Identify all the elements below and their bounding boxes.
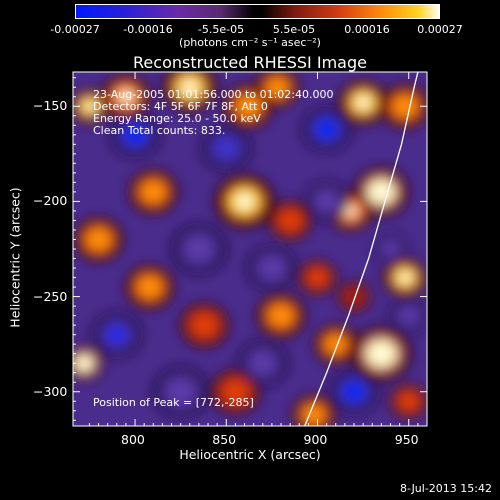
peak-position-label: Position of Peak = [772,-285] (93, 396, 254, 409)
blob-peak (344, 205, 357, 217)
colorbar-tick-label: 0.00027 (417, 23, 463, 36)
blob-core (85, 227, 112, 252)
blob-core (265, 76, 290, 98)
blob-core (267, 303, 295, 328)
colorbar-tick-label: -0.00027 (50, 23, 100, 36)
blob-core (381, 241, 400, 257)
blob-peak (373, 346, 390, 361)
colorbar (75, 4, 440, 19)
blob-core (184, 235, 214, 263)
y-tick-label: −200 (33, 193, 68, 209)
info-time-range: 23-Aug-2005 01:01:56.000 to 01:02:40.000 (93, 88, 334, 101)
y-tick-label: −150 (33, 98, 68, 114)
date-stamp: 8-Jul-2013 15:42 (399, 482, 492, 495)
blob-core (222, 379, 249, 404)
x-axis-label: Heliocentric X (arcsec) (179, 447, 321, 462)
y-axis-label: Heliocentric Y (arcsec) (7, 187, 23, 328)
blob-core (345, 288, 363, 305)
blob-core (140, 180, 167, 204)
blob-core (398, 306, 419, 325)
blob-peak (128, 128, 142, 141)
blob-peak (356, 96, 370, 109)
blob-core (398, 392, 419, 411)
blob-core (324, 333, 348, 355)
blob-core (391, 94, 419, 119)
blob-peak (110, 328, 124, 341)
x-tick-label: 850 (212, 432, 237, 447)
colorbar-tick-label: -5.5e-05 (197, 23, 245, 36)
blob-peak (347, 385, 361, 398)
blob-core (136, 275, 163, 299)
blob-core (235, 94, 262, 119)
blob-core (314, 190, 339, 212)
colorbar-units: (photons cm⁻² s⁻¹ asec⁻²) (179, 36, 321, 49)
info-detectors: Detectors: 4F 5F 6F 7F 8F, Att 0 (93, 100, 268, 113)
info-total-counts: Clean Total counts: 833. (93, 124, 226, 137)
blob-core (166, 378, 196, 405)
blob-peak (320, 123, 334, 136)
blob-peak (374, 185, 389, 199)
blob-core (249, 351, 276, 376)
colorbar-tick-label: -0.00016 (123, 23, 173, 36)
blob-core (213, 136, 240, 160)
colorbar-tick-label: 5.5e-05 (272, 23, 316, 36)
x-tick-label: 950 (394, 432, 419, 447)
x-tick-label: 800 (121, 432, 145, 447)
info-energy-range: Energy Range: 25.0 - 50.0 keV (93, 112, 261, 125)
blob-core (258, 256, 286, 280)
blob-peak (236, 194, 253, 209)
colorbar-tick-label: 0.00016 (344, 23, 390, 36)
blob-peak (399, 272, 411, 283)
solar-limb-line (304, 72, 419, 426)
y-tick-label: −250 (33, 288, 68, 304)
blob-peak (119, 90, 133, 103)
blob-core (278, 209, 302, 231)
blob-peak (182, 80, 198, 94)
chart-title: Reconstructed RHESSI Image (133, 53, 367, 72)
blob-peak (78, 358, 90, 368)
image-area (73, 72, 427, 426)
blob-core (191, 313, 218, 337)
x-tick-label: 900 (303, 432, 328, 447)
y-tick-label: −300 (33, 383, 68, 399)
blob-peak (84, 101, 95, 111)
blob-core (307, 268, 328, 287)
blob-core (302, 404, 326, 426)
